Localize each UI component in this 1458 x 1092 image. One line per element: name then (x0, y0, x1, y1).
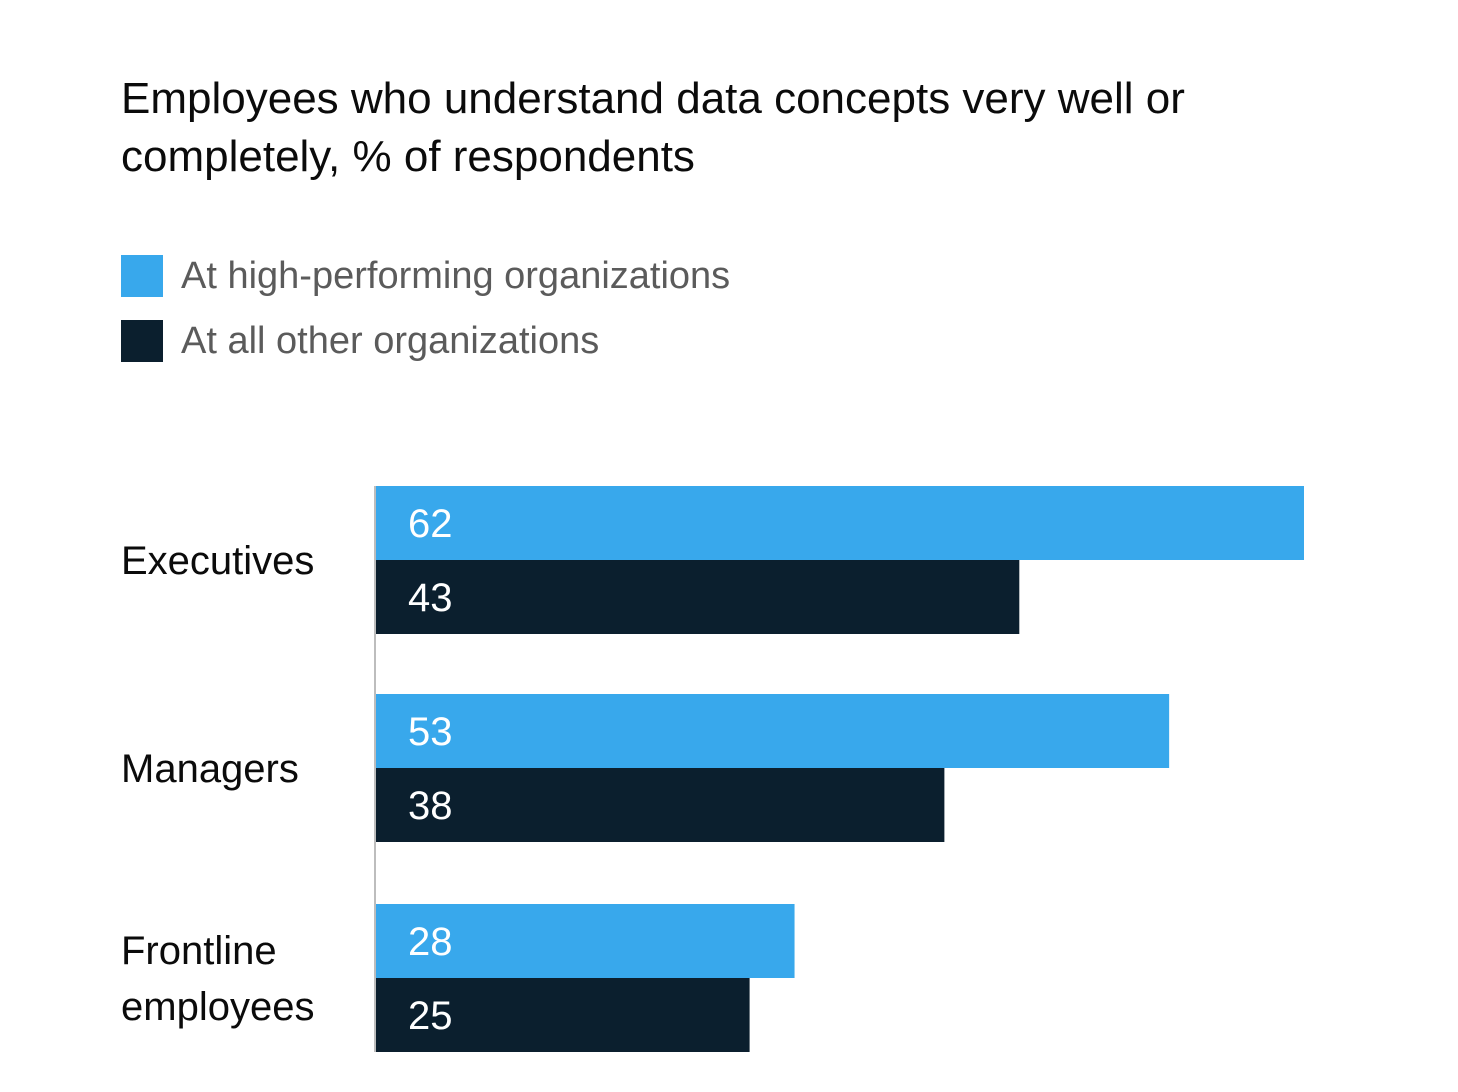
bar-managers-high-performing (375, 694, 1170, 768)
bar-frontline-employees-all-other (375, 978, 750, 1052)
category-label-executives: Executives (121, 539, 314, 583)
category-label-line: employees (121, 985, 314, 1029)
data-label-frontline-employees-high-performing: 28 (408, 920, 453, 964)
data-label-executives-high-performing: 62 (408, 502, 453, 546)
legend-label-high-performing: At high-performing organizations (181, 254, 731, 297)
legend-item-high-performing: At high-performing organizations (121, 250, 730, 302)
bar-executives-all-other (375, 560, 1020, 634)
data-label-executives-all-other: 43 (408, 576, 453, 620)
chart-title: Employees who understand data concepts v… (121, 74, 1185, 181)
category-label-line: Frontline (121, 929, 277, 973)
bar-frontline-employees-high-performing (375, 904, 795, 978)
bar-managers-all-other (375, 768, 945, 842)
legend: At high-performing organizations At all … (121, 250, 730, 380)
category-label-frontline-employees: Frontline employees (121, 929, 314, 1029)
data-label-managers-all-other: 38 (408, 784, 453, 828)
category-label-managers: Managers (121, 747, 299, 791)
data-label-frontline-employees-all-other: 25 (408, 994, 453, 1038)
legend-item-all-other: At all other organizations (121, 315, 730, 367)
legend-label-all-other: At all other organizations (181, 319, 600, 362)
category-label-line: Executives (121, 539, 314, 583)
bar-executives-high-performing (375, 486, 1304, 560)
legend-swatch-high-performing (121, 255, 163, 297)
legend-swatch-all-other (121, 320, 163, 362)
data-label-managers-high-performing: 53 (408, 710, 453, 754)
category-label-line: Managers (121, 747, 299, 791)
